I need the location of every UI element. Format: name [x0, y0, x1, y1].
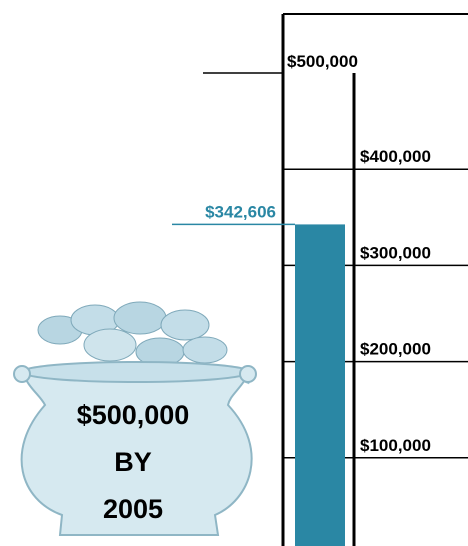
value-label: $342,606: [205, 202, 276, 221]
pot-text: $500,000: [77, 400, 190, 430]
bar: [295, 224, 345, 546]
pot-text: BY: [114, 447, 152, 477]
pot-text: 2005: [103, 494, 163, 524]
y-tick-label: $300,000: [360, 243, 431, 262]
y-tick-label: $200,000: [360, 340, 431, 359]
chart: $500,000 BY 2005 $100,000 $200,000 $300,00…: [0, 0, 468, 546]
y-tick-label: $100,000: [360, 436, 431, 455]
y-tick-label: $500,000: [287, 52, 358, 71]
y-tick-label: $400,000: [360, 147, 431, 166]
